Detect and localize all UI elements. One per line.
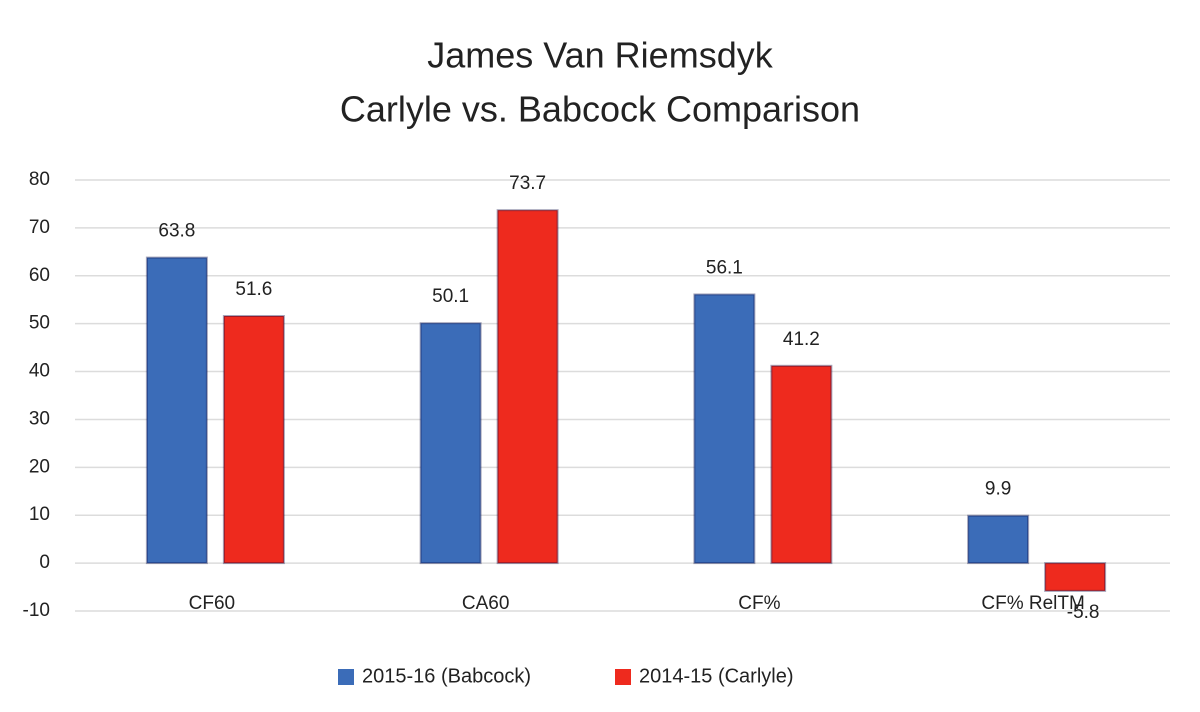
y-tick-label: 0 (39, 552, 50, 573)
y-tick-label: 60 (29, 265, 50, 286)
bar (222, 315, 285, 565)
y-tick-label: 10 (29, 504, 50, 525)
bar (967, 514, 1030, 565)
bar (693, 293, 756, 565)
value-label: 63.8 (158, 221, 195, 242)
value-label: 50.1 (432, 286, 469, 307)
y-tick-label: 80 (29, 169, 50, 190)
bar (145, 256, 208, 565)
legend-swatch (338, 669, 354, 685)
value-label: -5.8 (1067, 602, 1100, 623)
legend-label: 2014-15 (Carlyle) (639, 665, 794, 687)
y-tick-label: -10 (23, 600, 50, 621)
bar (770, 364, 833, 565)
y-tick-label: 30 (29, 408, 50, 429)
bar (1044, 562, 1107, 592)
y-tick-label: 20 (29, 456, 50, 477)
y-tick-label: 40 (29, 361, 50, 382)
value-label: 41.2 (783, 329, 820, 350)
bar (496, 209, 559, 565)
x-tick-label: CF% RelTM (981, 593, 1084, 614)
legend-swatch (615, 669, 631, 685)
x-tick-label: CF% (738, 593, 780, 614)
x-tick-label: CF60 (189, 593, 235, 614)
chart-title: James Van Riemsdyk (427, 35, 773, 76)
y-tick-label: 70 (29, 217, 50, 238)
x-tick-label: CA60 (462, 593, 510, 614)
y-tick-label: 50 (29, 313, 50, 334)
value-label: 51.6 (235, 279, 272, 300)
bar (419, 322, 482, 565)
chart-subtitle: Carlyle vs. Babcock Comparison (340, 89, 860, 130)
value-label: 9.9 (985, 479, 1011, 500)
value-label: 56.1 (706, 257, 743, 278)
value-label: 73.7 (509, 173, 546, 194)
legend-label: 2015-16 (Babcock) (362, 665, 531, 687)
